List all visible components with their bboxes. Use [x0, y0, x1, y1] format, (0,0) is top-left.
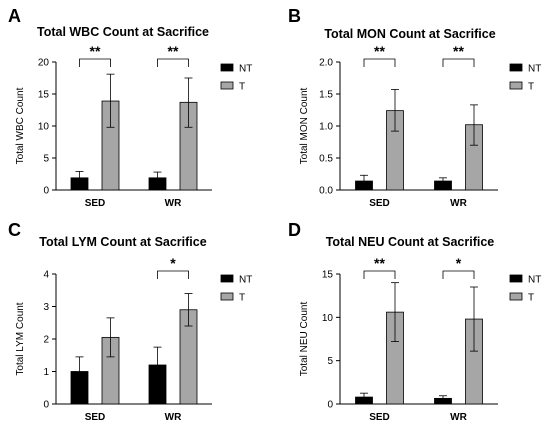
- y-tick-label: 1.0: [319, 122, 333, 133]
- chart-title: Total NEU Count at Sacrifice: [326, 235, 495, 249]
- y-tick-label: 0: [43, 400, 49, 411]
- legend-label-t: T: [528, 82, 534, 93]
- significance-bracket: [157, 58, 189, 67]
- legend-swatch-nt: [220, 63, 234, 72]
- legend-label-nt: NT: [528, 275, 541, 286]
- y-axis-label: Total NEU Count: [299, 302, 310, 377]
- chart-panel-b: B Total MON Count at Sacrifice 0.0 0.5 1.0 1.…: [288, 6, 541, 209]
- legend-label-nt: NT: [528, 64, 541, 75]
- chart-panel-a: A Total WBC Count at Sacrifice 0 5 10 15 20 Tot…: [8, 6, 252, 209]
- y-tick-label: 1.5: [319, 90, 333, 101]
- x-category-label: SED: [85, 198, 106, 209]
- chart-title: Total LYM Count at Sacrifice: [39, 235, 206, 249]
- significance-marker: *: [456, 255, 462, 271]
- significance-bracket: [363, 270, 396, 279]
- legend-swatch-t: [509, 81, 523, 90]
- y-tick-label: 3: [43, 302, 49, 313]
- x-category-label: WR: [165, 412, 182, 423]
- significance-marker: **: [374, 255, 385, 271]
- y-tick-label: 0.0: [319, 186, 333, 197]
- x-category-label: WR: [450, 198, 467, 209]
- y-tick-label: 2.0: [319, 58, 333, 69]
- significance-bracket: [442, 58, 475, 67]
- x-category-label: SED: [369, 412, 390, 423]
- y-tick-label: 0.5: [319, 154, 333, 165]
- legend-swatch-nt: [509, 63, 523, 72]
- legend-swatch-t: [220, 292, 234, 301]
- significance-marker: **: [374, 43, 385, 59]
- significance-bracket: [363, 58, 396, 67]
- panel-letter: C: [8, 220, 21, 240]
- y-tick-label: 0: [327, 400, 333, 411]
- significance-marker: **: [453, 43, 464, 59]
- significance-marker: *: [170, 255, 176, 271]
- y-tick-label: 5: [327, 356, 333, 367]
- significance-marker: **: [168, 43, 179, 59]
- y-tick-label: 15: [38, 90, 50, 101]
- significance-marker: **: [90, 43, 101, 59]
- legend-swatch-t: [220, 81, 234, 90]
- x-category-label: SED: [85, 412, 106, 423]
- y-axis-label: Total WBC Count: [15, 87, 26, 164]
- y-axis-label: Total LYM Count: [15, 302, 26, 375]
- y-tick-label: 10: [322, 313, 334, 324]
- legend-label-nt: NT: [239, 64, 252, 75]
- y-tick-label: 2: [43, 335, 49, 346]
- legend-swatch-nt: [509, 274, 523, 283]
- y-tick-label: 0: [43, 186, 49, 197]
- chart-panel-c: C Total LYM Count at Sacrifice 0 1 2 3 4 Total …: [8, 220, 252, 423]
- x-category-label: WR: [165, 198, 182, 209]
- significance-bracket: [442, 270, 475, 279]
- y-tick-label: 10: [38, 122, 50, 133]
- legend-label-t: T: [239, 82, 245, 93]
- legend-label-nt: NT: [239, 275, 252, 286]
- panel-letter: A: [8, 6, 21, 26]
- legend-swatch-t: [509, 292, 523, 301]
- y-tick-label: 20: [38, 58, 50, 69]
- significance-bracket: [157, 270, 189, 279]
- legend-swatch-nt: [220, 274, 234, 283]
- chart-title: Total WBC Count at Sacrifice: [37, 25, 209, 39]
- x-category-label: WR: [450, 412, 467, 423]
- significance-bracket: [79, 58, 111, 67]
- x-category-label: SED: [369, 198, 390, 209]
- y-tick-label: 15: [322, 270, 334, 281]
- legend-label-t: T: [239, 293, 245, 304]
- legend-label-t: T: [528, 293, 534, 304]
- y-tick-label: 1: [43, 367, 49, 378]
- chart-panel-d: D Total NEU Count at Sacrifice 0 5 10 15 Total…: [288, 220, 541, 423]
- chart-title: Total MON Count at Sacrifice: [324, 27, 495, 41]
- y-axis-label: Total MON Count: [299, 87, 310, 164]
- panel-letter: D: [288, 220, 301, 240]
- y-tick-label: 4: [43, 270, 49, 281]
- y-tick-label: 5: [43, 154, 49, 165]
- panel-letter: B: [288, 6, 301, 26]
